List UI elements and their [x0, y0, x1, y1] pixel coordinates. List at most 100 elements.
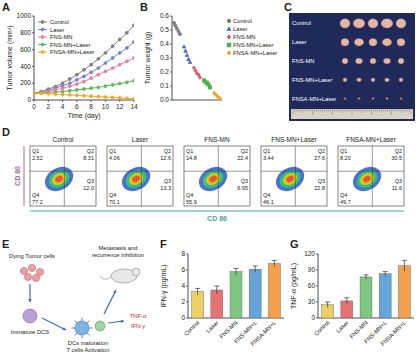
y-tick — [170, 16, 172, 17]
marker — [184, 49, 187, 52]
row-label: FNS-MN+Laser — [292, 77, 332, 83]
marker — [34, 92, 35, 95]
ruler-tick — [293, 109, 294, 115]
y-tick-label: 0 — [27, 96, 31, 103]
arrow-head — [121, 320, 124, 323]
ruler-tick — [387, 109, 388, 112]
x-tick-label: 4 — [61, 103, 65, 110]
tumor-cell — [24, 273, 31, 280]
legend-label: FNSA-MN+Laser — [50, 49, 94, 55]
error-line — [197, 288, 198, 294]
tumor — [358, 98, 361, 100]
quadrant-value: 12.6 — [160, 155, 171, 161]
marker — [111, 83, 114, 86]
plot-area — [34, 24, 134, 100]
y-tick-label: 400 — [20, 63, 31, 70]
y-tick — [316, 286, 318, 287]
panel-letter: C — [284, 1, 292, 13]
y-tick — [170, 44, 172, 45]
ruler-tick — [359, 109, 360, 112]
bar — [230, 272, 242, 318]
error-bar — [253, 266, 258, 272]
density — [272, 162, 309, 196]
ruler-tick — [314, 109, 315, 112]
x-tick-label: 2 — [46, 103, 50, 110]
x-tick-label: FNSA-MN+L — [250, 319, 278, 347]
marker — [68, 85, 71, 88]
series-line — [34, 58, 134, 93]
plot-frame — [184, 146, 250, 206]
error-bar — [364, 275, 369, 279]
node-label: Metastasis and — [99, 245, 138, 251]
x-tick — [134, 100, 135, 102]
y-tick-label: 0.3 — [160, 54, 169, 61]
quadrant-label: Q2 — [241, 148, 248, 154]
legend: ControlLaserFNS-MNFNS-MN+LaserFNSA-MN+La… — [38, 19, 94, 55]
axis-arrow — [24, 146, 25, 206]
gate-line — [295, 146, 296, 206]
error-cap — [364, 274, 369, 275]
tumor — [368, 19, 378, 28]
tumor — [400, 98, 402, 100]
series-line — [34, 93, 134, 98]
density — [127, 170, 145, 187]
tumor — [397, 38, 405, 45]
ruler-tick — [316, 109, 317, 112]
density — [118, 162, 155, 196]
ruler-tick — [342, 109, 343, 113]
ruler-tick — [379, 109, 380, 112]
x-tick — [62, 100, 63, 102]
quadrant-value: 70.1 — [109, 199, 120, 205]
quadrant-label: Q1 — [340, 148, 347, 154]
x-axis-title: Time (day) — [67, 112, 100, 120]
y-tick-label: 90 — [308, 266, 316, 273]
ruler-tick — [352, 109, 353, 115]
marker — [133, 97, 134, 100]
ruler-tick — [328, 109, 329, 112]
ruler-tick — [409, 109, 410, 112]
y-tick — [170, 86, 172, 87]
y-tick-label: 0.4 — [160, 40, 169, 47]
marker — [188, 60, 191, 63]
ruler-tick — [371, 109, 372, 115]
quadrant-value: 46.1 — [263, 199, 274, 205]
marker — [133, 79, 134, 82]
ruler-tick — [294, 109, 295, 112]
error-bar — [234, 268, 239, 274]
plot-frame — [30, 146, 96, 206]
quadrant-value: 13.3 — [160, 185, 171, 191]
marker — [83, 75, 86, 78]
y-tick-label: 0 — [311, 314, 315, 321]
flow-cytometry: CD 80ControlQ12.52Q28.31Q312.0Q477.2Lase… — [14, 136, 404, 222]
x-axis-title: CD 86 — [207, 215, 227, 222]
ruler-tick — [407, 109, 408, 112]
legend-label: Control — [233, 18, 252, 24]
y-tick-label: 600 — [20, 46, 31, 53]
y-tick — [316, 270, 318, 271]
row-label: Laser — [292, 39, 307, 45]
series-line — [34, 81, 134, 94]
error-bar — [383, 272, 388, 276]
marker — [68, 82, 71, 85]
series-line — [34, 25, 134, 93]
y-tick-label: 120 — [304, 250, 315, 257]
density — [54, 174, 64, 183]
quadrant-value: 6.95 — [237, 185, 248, 191]
row-label: FNS-MN — [292, 58, 315, 64]
error-line — [346, 298, 347, 304]
quadrant-value: 4.06 — [109, 155, 120, 161]
quadrant-label: Q2 — [318, 148, 325, 154]
y-tick-label: 30 — [308, 298, 316, 305]
y-axis-title: Tumor volume (mm³) — [6, 25, 14, 90]
legend-label: FNS-MN — [50, 34, 73, 40]
density — [362, 174, 372, 183]
y-tick — [170, 58, 172, 59]
tumor — [353, 19, 365, 28]
density — [358, 170, 376, 187]
ruler-tick — [391, 109, 392, 115]
marker — [97, 57, 100, 60]
ruler-tick — [336, 109, 337, 112]
marker — [118, 97, 121, 100]
marker — [111, 67, 114, 70]
diagram: Dying Tumor cellsImmature DCSDCs maturat… — [9, 245, 147, 353]
